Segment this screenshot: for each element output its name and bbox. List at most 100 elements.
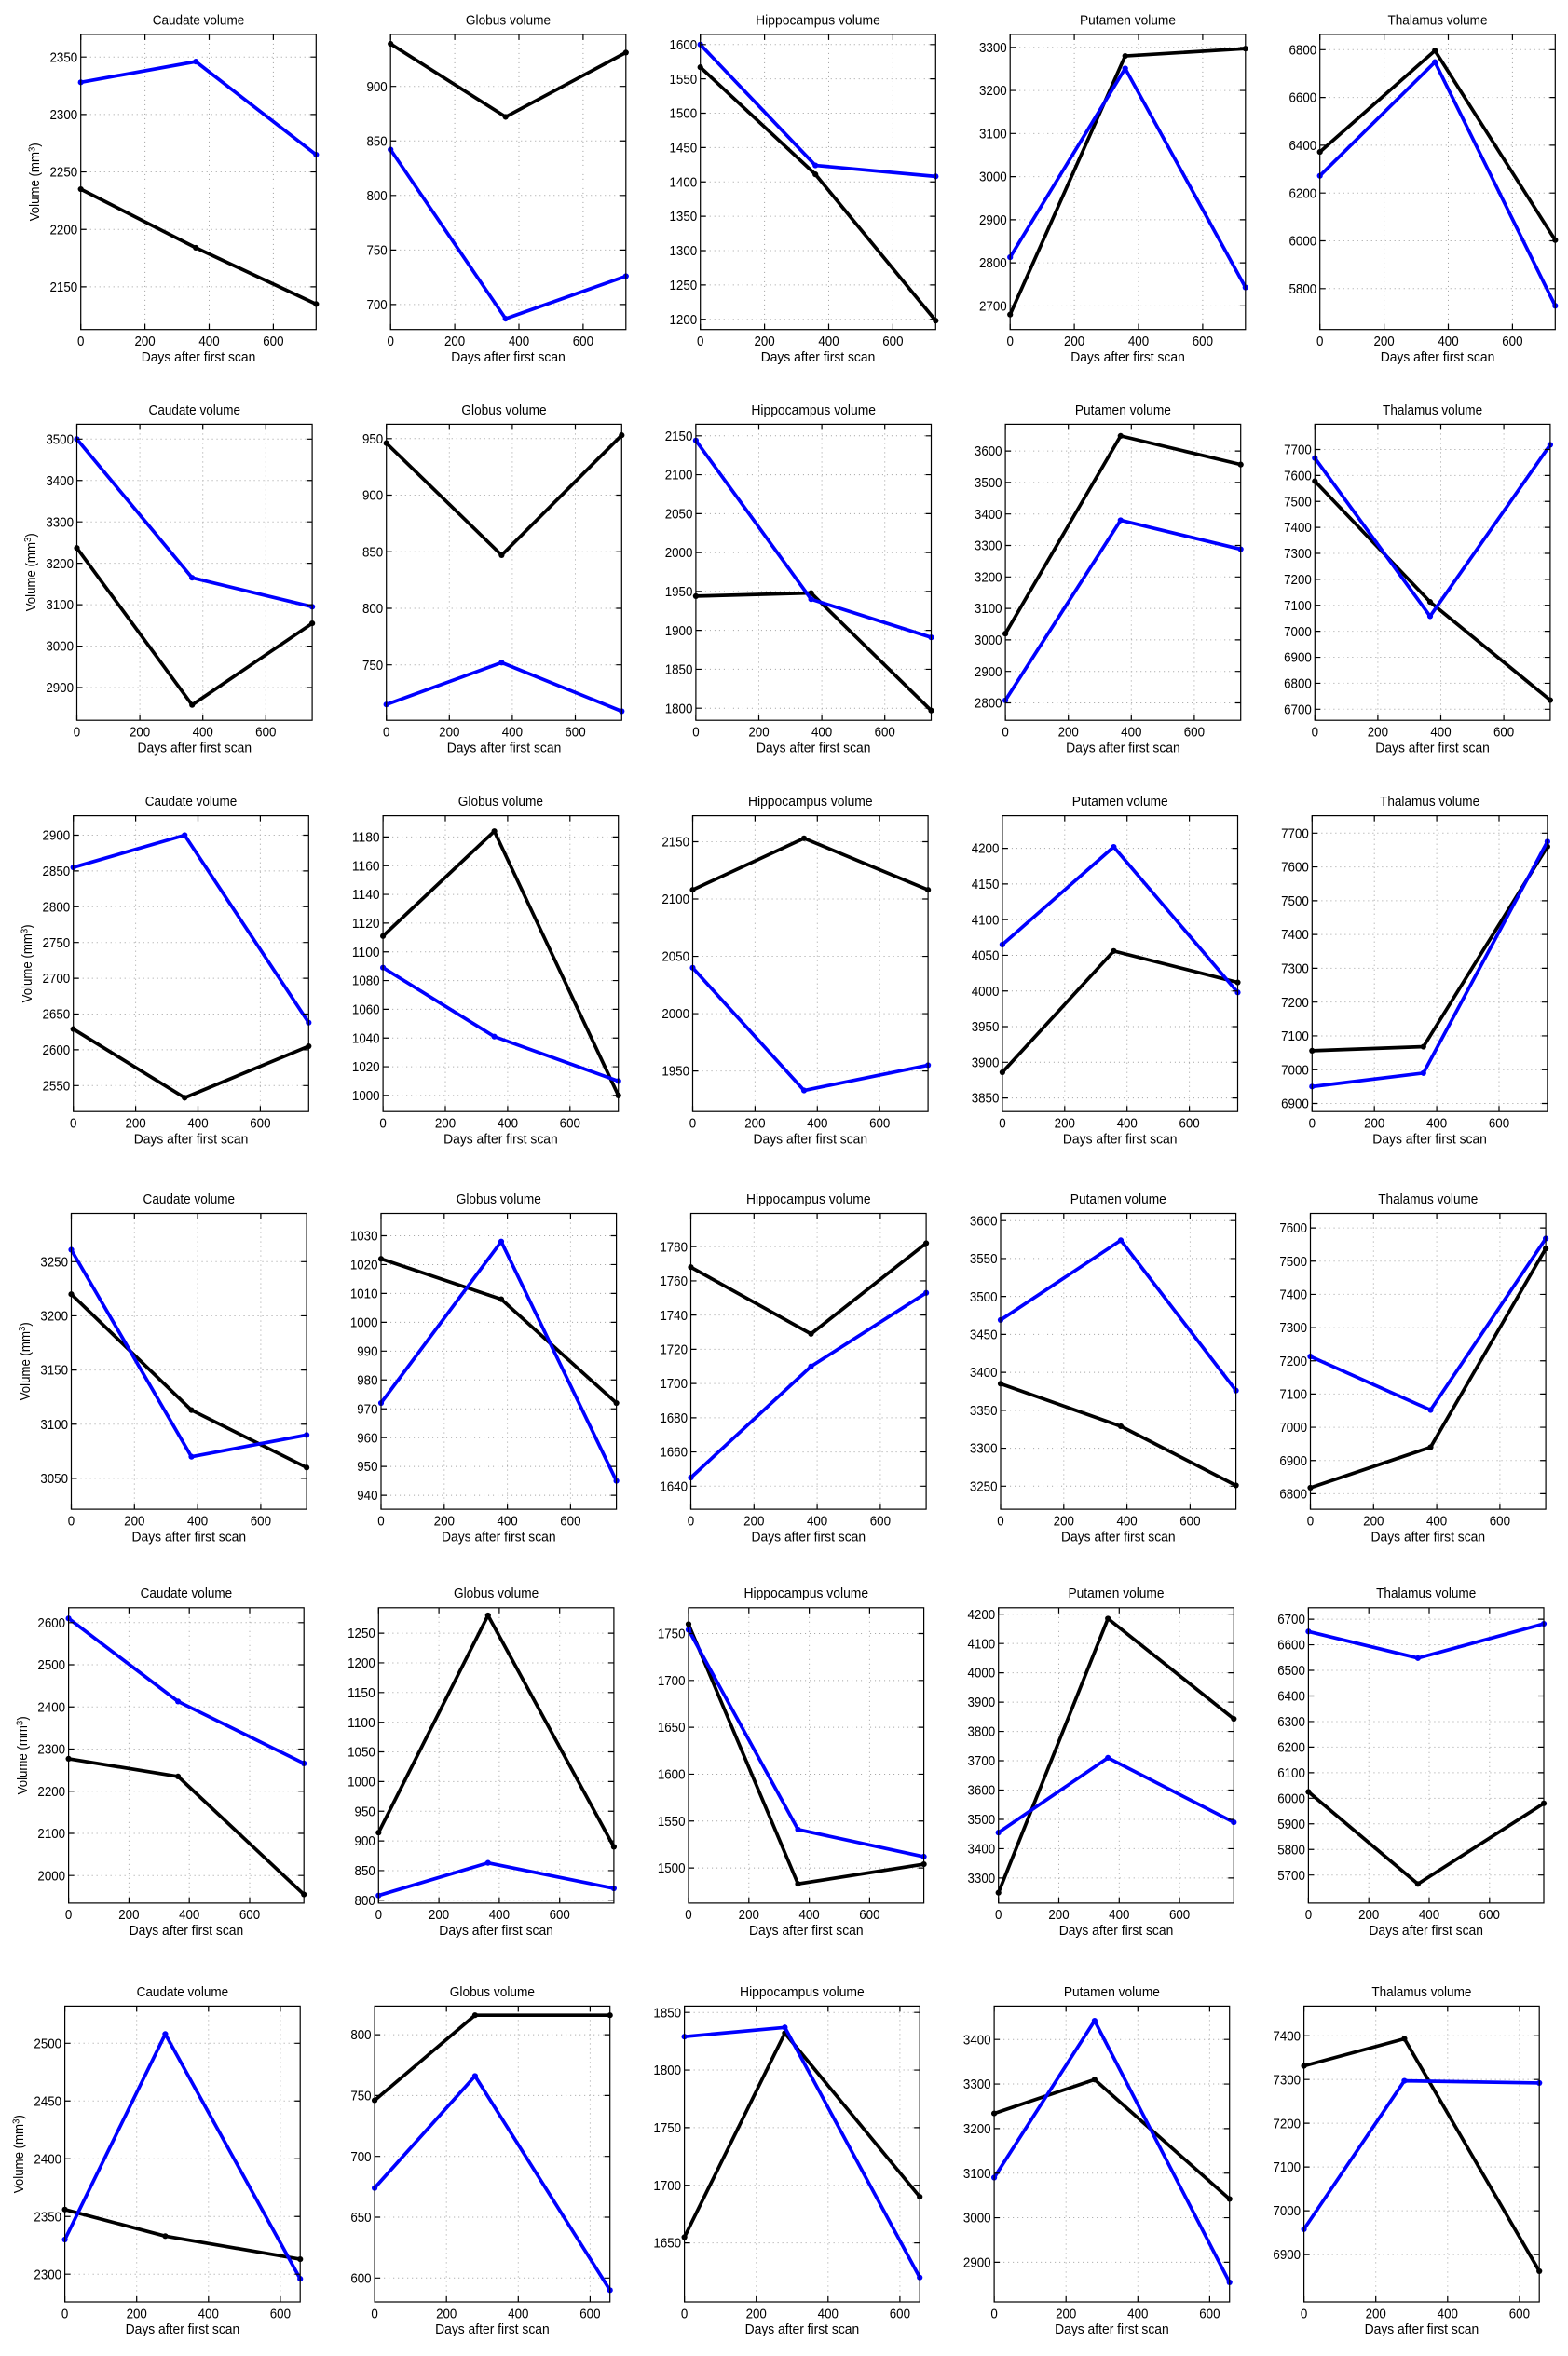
svg-text:200: 200 bbox=[1048, 1908, 1069, 1923]
svg-text:400: 400 bbox=[1109, 1908, 1129, 1923]
svg-text:2050: 2050 bbox=[665, 507, 693, 522]
svg-text:3500: 3500 bbox=[975, 476, 1002, 491]
svg-text:400: 400 bbox=[1419, 1908, 1439, 1923]
svg-text:1010: 1010 bbox=[350, 1287, 378, 1302]
svg-text:1900: 1900 bbox=[665, 624, 693, 639]
svg-text:1950: 1950 bbox=[665, 585, 693, 600]
svg-text:200: 200 bbox=[127, 2307, 147, 2322]
svg-text:900: 900 bbox=[362, 489, 383, 504]
svg-text:1680: 1680 bbox=[660, 1411, 688, 1426]
svg-text:Putamen volume: Putamen volume bbox=[1075, 403, 1171, 418]
svg-text:1080: 1080 bbox=[352, 974, 380, 989]
svg-text:7500: 7500 bbox=[1284, 495, 1312, 510]
svg-text:600: 600 bbox=[250, 1117, 270, 1132]
svg-text:0: 0 bbox=[681, 2307, 688, 2322]
svg-text:400: 400 bbox=[198, 334, 219, 349]
svg-text:3850: 3850 bbox=[972, 1092, 1000, 1107]
svg-text:6200: 6200 bbox=[1289, 186, 1317, 201]
svg-text:2750: 2750 bbox=[43, 936, 71, 951]
svg-text:750: 750 bbox=[350, 2090, 371, 2104]
svg-text:7000: 7000 bbox=[1279, 1421, 1307, 1436]
svg-text:Thalamus volume: Thalamus volume bbox=[1378, 1192, 1478, 1207]
svg-text:7400: 7400 bbox=[1284, 521, 1312, 536]
svg-text:6700: 6700 bbox=[1277, 1613, 1305, 1627]
svg-text:Days after first scan: Days after first scan bbox=[1059, 1924, 1174, 1939]
svg-text:2300: 2300 bbox=[50, 108, 78, 123]
svg-text:Caudate volume: Caudate volume bbox=[153, 13, 245, 28]
svg-text:400: 400 bbox=[1128, 334, 1149, 349]
svg-text:Days after first scan: Days after first scan bbox=[1061, 1530, 1176, 1545]
svg-text:7400: 7400 bbox=[1281, 928, 1309, 943]
svg-text:400: 400 bbox=[508, 2307, 528, 2322]
svg-text:Days after first scan: Days after first scan bbox=[745, 2322, 860, 2337]
svg-text:Thalamus volume: Thalamus volume bbox=[1380, 795, 1479, 810]
svg-text:1750: 1750 bbox=[653, 2121, 681, 2136]
svg-text:600: 600 bbox=[1193, 334, 1213, 349]
svg-text:Thalamus volume: Thalamus volume bbox=[1383, 403, 1482, 418]
svg-text:7400: 7400 bbox=[1273, 2029, 1301, 2044]
svg-text:7300: 7300 bbox=[1284, 547, 1312, 562]
svg-text:1550: 1550 bbox=[658, 1815, 686, 1830]
svg-text:980: 980 bbox=[357, 1373, 377, 1388]
svg-text:Putamen volume: Putamen volume bbox=[1070, 1192, 1166, 1207]
svg-text:400: 400 bbox=[807, 1514, 827, 1529]
svg-text:2100: 2100 bbox=[37, 1827, 65, 1842]
svg-text:Hippocampus volume: Hippocampus volume bbox=[756, 13, 880, 28]
svg-text:1060: 1060 bbox=[352, 1003, 380, 1018]
svg-text:1740: 1740 bbox=[660, 1309, 688, 1324]
svg-text:1650: 1650 bbox=[653, 2237, 681, 2252]
svg-text:400: 400 bbox=[1438, 334, 1458, 349]
svg-text:7500: 7500 bbox=[1281, 894, 1309, 909]
svg-text:2300: 2300 bbox=[34, 2267, 61, 2282]
svg-text:0: 0 bbox=[1309, 1117, 1316, 1132]
svg-text:2850: 2850 bbox=[43, 865, 71, 879]
svg-text:Days after first scan: Days after first scan bbox=[442, 1530, 556, 1545]
svg-text:400: 400 bbox=[1116, 1514, 1137, 1529]
svg-text:3350: 3350 bbox=[970, 1404, 998, 1419]
svg-text:0: 0 bbox=[1301, 2307, 1307, 2322]
svg-text:7700: 7700 bbox=[1281, 826, 1309, 841]
svg-text:200: 200 bbox=[743, 1514, 764, 1529]
svg-text:200: 200 bbox=[134, 334, 155, 349]
svg-text:Globus volume: Globus volume bbox=[450, 1985, 535, 2000]
svg-text:600: 600 bbox=[560, 1117, 580, 1132]
svg-text:6400: 6400 bbox=[1277, 1690, 1305, 1705]
svg-text:Hippocampus volume: Hippocampus volume bbox=[740, 1985, 865, 2000]
svg-text:7100: 7100 bbox=[1279, 1388, 1307, 1403]
svg-text:600: 600 bbox=[1502, 334, 1522, 349]
svg-text:200: 200 bbox=[1055, 1117, 1075, 1132]
svg-text:200: 200 bbox=[1056, 2307, 1076, 2322]
svg-text:800: 800 bbox=[350, 2028, 371, 2043]
svg-text:600: 600 bbox=[890, 2307, 910, 2322]
svg-text:400: 400 bbox=[187, 1514, 208, 1529]
svg-text:900: 900 bbox=[366, 80, 387, 95]
svg-text:Days after first scan: Days after first scan bbox=[757, 741, 871, 756]
svg-text:200: 200 bbox=[125, 1117, 145, 1132]
svg-text:2800: 2800 bbox=[43, 900, 71, 915]
svg-text:1160: 1160 bbox=[352, 859, 380, 874]
svg-text:600: 600 bbox=[1184, 726, 1205, 741]
svg-text:7600: 7600 bbox=[1281, 861, 1309, 876]
svg-text:3400: 3400 bbox=[963, 2033, 991, 2048]
svg-text:Days after first scan: Days after first scan bbox=[1055, 2322, 1169, 2337]
svg-text:1300: 1300 bbox=[670, 244, 698, 259]
svg-text:Days after first scan: Days after first scan bbox=[142, 350, 256, 365]
svg-text:2800: 2800 bbox=[975, 697, 1002, 712]
svg-text:6800: 6800 bbox=[1279, 1488, 1307, 1503]
svg-text:200: 200 bbox=[118, 1908, 139, 1923]
svg-text:Days after first scan: Days after first scan bbox=[126, 2322, 240, 2337]
svg-text:200: 200 bbox=[1366, 2307, 1386, 2322]
svg-text:Days after first scan: Days after first scan bbox=[761, 350, 876, 365]
svg-text:Putamen volume: Putamen volume bbox=[1080, 13, 1176, 28]
svg-text:2150: 2150 bbox=[661, 836, 689, 851]
svg-text:Days after first scan: Days after first scan bbox=[443, 1132, 558, 1147]
svg-text:2300: 2300 bbox=[37, 1743, 65, 1758]
svg-text:600: 600 bbox=[869, 1117, 890, 1132]
svg-text:200: 200 bbox=[439, 726, 459, 741]
svg-text:2900: 2900 bbox=[975, 665, 1002, 680]
svg-text:4100: 4100 bbox=[968, 1637, 996, 1652]
svg-text:0: 0 bbox=[68, 1514, 75, 1529]
svg-text:200: 200 bbox=[1363, 1514, 1384, 1529]
svg-text:400: 400 bbox=[498, 1117, 518, 1132]
svg-text:2700: 2700 bbox=[43, 972, 71, 987]
